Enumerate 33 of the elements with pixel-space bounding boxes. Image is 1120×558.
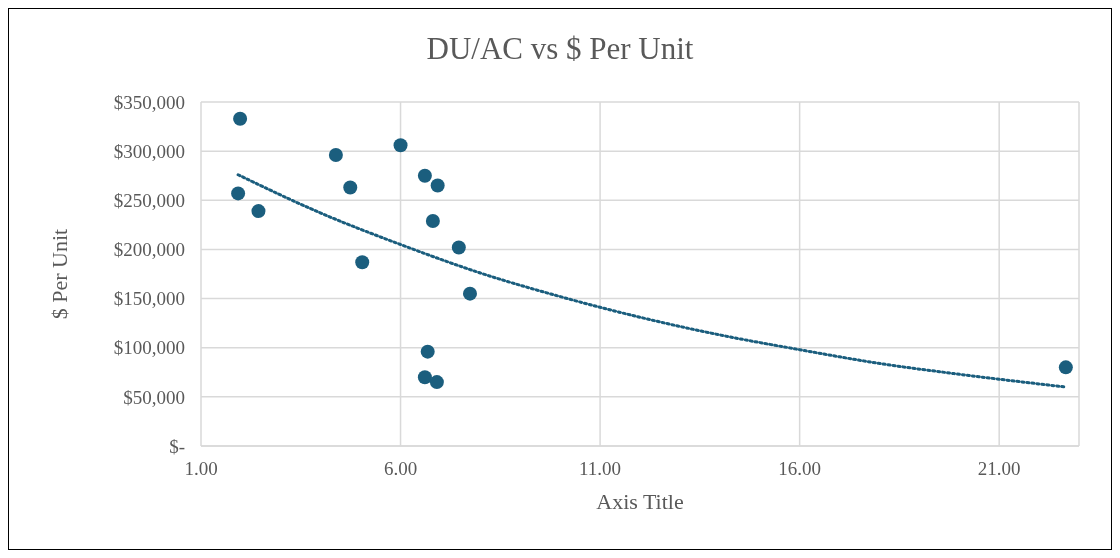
line-series bbox=[236, 173, 1068, 389]
y-axis-title: $ Per Unit bbox=[46, 228, 72, 320]
point bbox=[417, 168, 432, 183]
point bbox=[462, 286, 477, 301]
y-tick-label: $150,000 bbox=[113, 288, 185, 310]
y-tick-label: $50,000 bbox=[123, 386, 185, 408]
x-tick-label: 21.00 bbox=[977, 458, 1021, 480]
y-tick-label: $350,000 bbox=[113, 91, 185, 113]
point bbox=[417, 370, 432, 385]
x-tick-label: 16.00 bbox=[778, 458, 822, 480]
point bbox=[233, 111, 248, 126]
point bbox=[355, 255, 370, 270]
point bbox=[343, 180, 358, 195]
y-tick-label: $300,000 bbox=[113, 140, 185, 162]
y-tick-label: $200,000 bbox=[113, 239, 185, 261]
chart-title: DU/AC vs $ Per Unit bbox=[425, 31, 695, 67]
y-tick-label: $- bbox=[169, 435, 185, 457]
x-tick-label: 6.00 bbox=[383, 458, 418, 480]
point bbox=[430, 178, 445, 193]
point bbox=[420, 344, 435, 359]
point bbox=[328, 148, 343, 163]
point bbox=[1058, 360, 1073, 375]
point bbox=[425, 213, 440, 228]
x-tick-label: 1.00 bbox=[184, 458, 218, 480]
point bbox=[451, 240, 466, 255]
point bbox=[251, 204, 266, 219]
y-tick-label: $100,000 bbox=[113, 337, 185, 359]
x-axis-title: Axis Title bbox=[596, 489, 684, 514]
point bbox=[393, 138, 408, 153]
point bbox=[231, 186, 246, 201]
y-tick-label: $250,000 bbox=[113, 190, 185, 212]
x-tick-label: 11.00 bbox=[579, 458, 622, 480]
point bbox=[429, 375, 444, 390]
